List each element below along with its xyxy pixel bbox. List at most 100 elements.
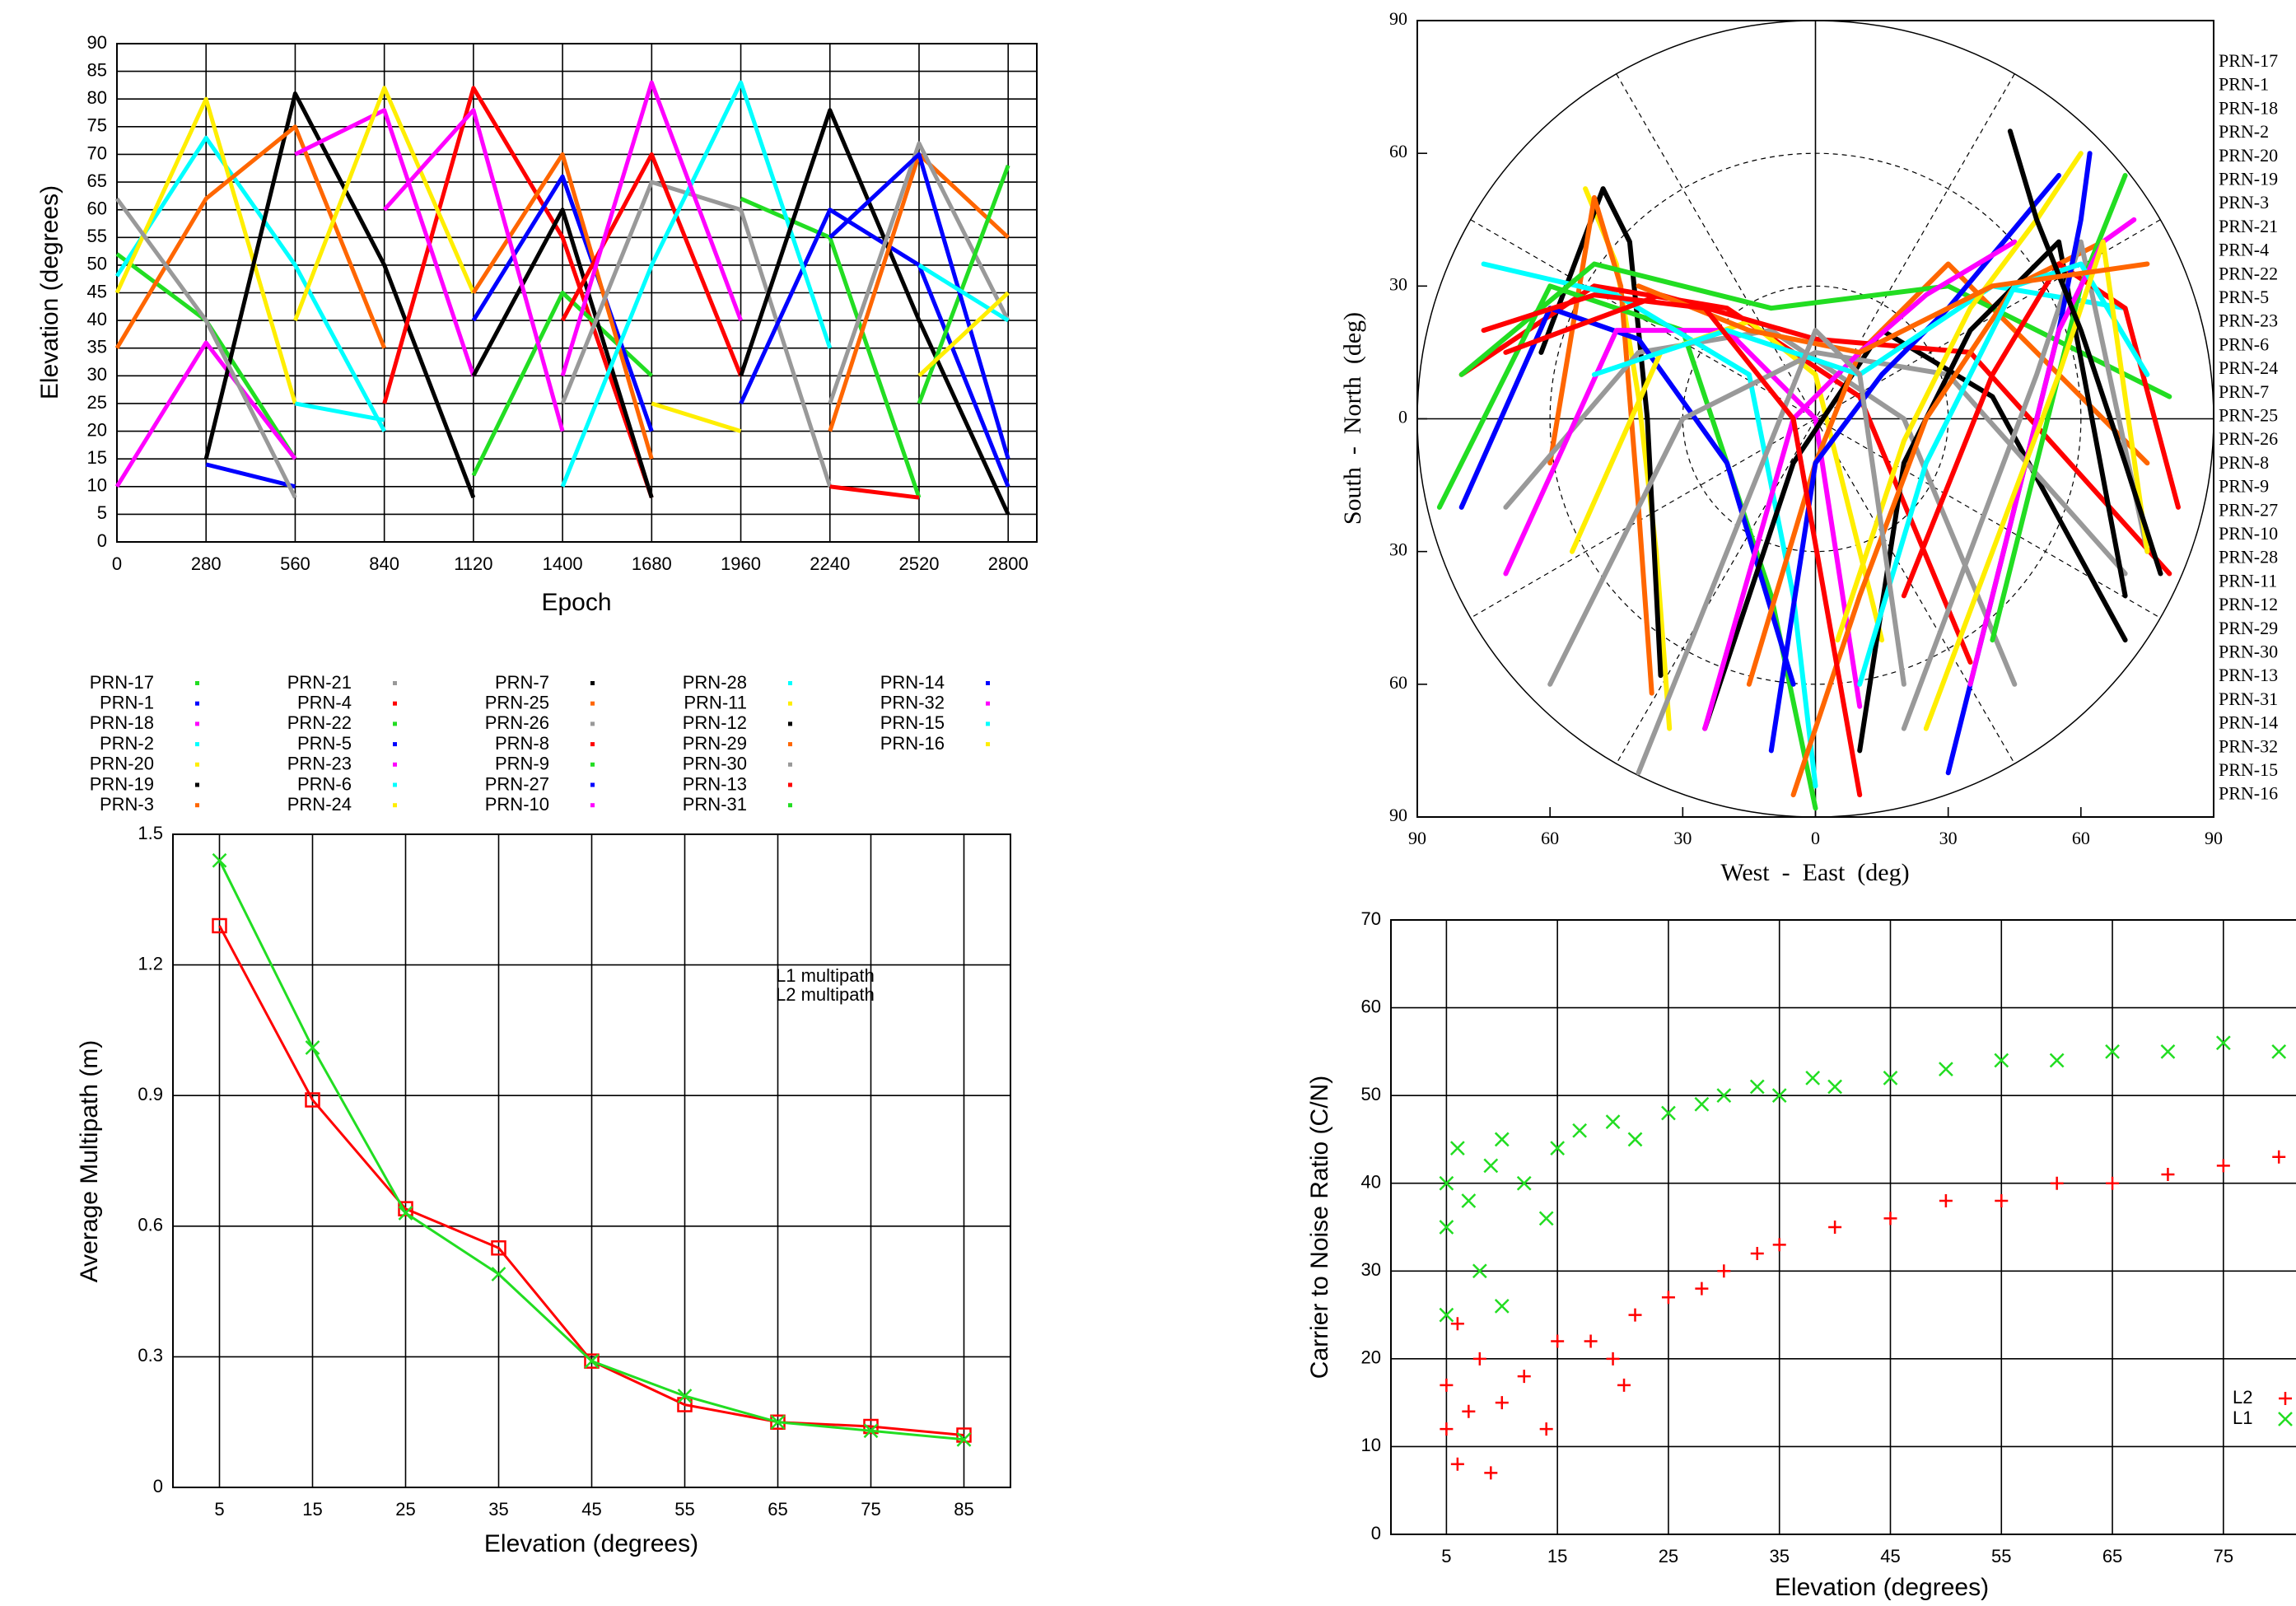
series-line bbox=[294, 401, 385, 423]
y-tick-label: 30 bbox=[1361, 1259, 1381, 1280]
satellite-track bbox=[1538, 186, 1664, 679]
point bbox=[1617, 1378, 1631, 1392]
y-tick-label: 60 bbox=[1361, 996, 1381, 1016]
y-tick-label: 25 bbox=[87, 392, 107, 413]
y-tick-label: 20 bbox=[1361, 1347, 1381, 1368]
y-tick-label: 0 bbox=[97, 530, 107, 551]
legend-marker bbox=[788, 701, 792, 706]
point bbox=[2106, 1176, 2120, 1190]
point bbox=[1517, 1370, 1531, 1384]
point bbox=[1472, 1263, 1487, 1279]
series-line bbox=[471, 152, 654, 460]
legend-marker bbox=[393, 762, 397, 767]
series-line bbox=[114, 135, 386, 432]
x-tick-label: 75 bbox=[2214, 1546, 2233, 1566]
y-tick-label: 55 bbox=[87, 226, 107, 246]
legend-label: PRN-8 bbox=[2219, 452, 2269, 473]
legend-label: PRN-18 bbox=[2219, 97, 2278, 118]
x-axis-label: Elevation (degrees) bbox=[1775, 1574, 1989, 1601]
point bbox=[1440, 1378, 1454, 1392]
legend-marker bbox=[393, 782, 397, 787]
satellite-track bbox=[1570, 319, 1885, 643]
point-marker bbox=[956, 1431, 972, 1447]
point bbox=[1805, 1070, 1821, 1085]
legend-marker bbox=[788, 721, 792, 726]
legend-label: PRN-22 bbox=[287, 712, 352, 733]
x-tick-label: 1400 bbox=[543, 553, 583, 574]
legend-label: PRN-14 bbox=[2219, 712, 2278, 733]
legend-label: PRN-29 bbox=[2219, 618, 2278, 638]
satellite-track bbox=[1967, 217, 2137, 687]
legend-label: PRN-25 bbox=[485, 693, 549, 713]
x-axis-label: West - East (deg) bbox=[1720, 859, 1909, 886]
legend-marker bbox=[195, 701, 199, 706]
legend-marker bbox=[393, 803, 397, 808]
series-line bbox=[114, 96, 297, 404]
plot-frame bbox=[172, 833, 1011, 1488]
y-tick-label: 60 bbox=[1389, 672, 1407, 693]
point-marker bbox=[770, 1414, 786, 1430]
legend-label: PRN-5 bbox=[2219, 287, 2269, 307]
point bbox=[1484, 1466, 1498, 1480]
point bbox=[1606, 1352, 1620, 1366]
legend-label: PRN-27 bbox=[2219, 499, 2278, 520]
satellite-track bbox=[2007, 128, 2163, 577]
legend-label: L1 multipath bbox=[776, 965, 875, 986]
series-line bbox=[828, 141, 1010, 404]
legend-label: PRN-32 bbox=[2219, 735, 2278, 756]
point bbox=[2049, 1053, 2065, 1068]
y-tick-label: 40 bbox=[1361, 1172, 1381, 1193]
point-marker bbox=[584, 1353, 600, 1369]
point bbox=[1883, 1070, 1898, 1085]
legend-label: PRN-9 bbox=[2219, 476, 2269, 497]
legend-label: PRN-1 bbox=[2219, 74, 2269, 95]
y-tick-label: 65 bbox=[87, 170, 107, 191]
satellite-track bbox=[1901, 261, 2181, 599]
series-line bbox=[917, 263, 1010, 323]
legend-label: PRN-20 bbox=[2219, 145, 2278, 166]
legend-label: PRN-21 bbox=[287, 672, 352, 693]
legend-label: PRN-10 bbox=[485, 794, 549, 815]
point bbox=[1516, 1175, 1532, 1191]
y-tick-label: 85 bbox=[87, 59, 107, 80]
point bbox=[1472, 1352, 1486, 1366]
legend-label: L2 multipath bbox=[776, 984, 875, 1005]
legend-label: PRN-3 bbox=[100, 794, 154, 815]
x-tick-label: 2520 bbox=[899, 553, 940, 574]
legend-marker bbox=[393, 681, 397, 685]
point bbox=[1661, 1291, 1675, 1305]
legend-label: PRN-2 bbox=[2219, 121, 2269, 142]
legend-label: L1 bbox=[2233, 1408, 2252, 1428]
y-tick-label: 0.3 bbox=[138, 1345, 163, 1366]
point bbox=[1883, 1212, 1897, 1226]
legend-marker bbox=[195, 742, 199, 747]
legend-label: PRN-30 bbox=[683, 754, 747, 774]
point bbox=[1449, 1141, 1465, 1155]
point bbox=[1584, 1334, 1598, 1348]
y-tick-label: 75 bbox=[87, 115, 107, 136]
point bbox=[1483, 1158, 1499, 1174]
legend-label: PRN-31 bbox=[683, 794, 747, 815]
satellite-track bbox=[1835, 151, 2084, 643]
legend-label: PRN-24 bbox=[2219, 357, 2278, 378]
point bbox=[1717, 1264, 1731, 1278]
series-line bbox=[114, 197, 297, 499]
point bbox=[2272, 1150, 2286, 1164]
x-tick-label: 75 bbox=[861, 1499, 880, 1520]
point bbox=[1494, 1132, 1510, 1147]
legend-label: PRN-7 bbox=[2219, 381, 2269, 402]
azimuth-line bbox=[1616, 73, 2015, 764]
y-tick-label: 30 bbox=[1389, 273, 1407, 294]
point bbox=[1440, 1422, 1454, 1436]
y-tick-label: 90 bbox=[1389, 805, 1407, 825]
x-axis-label: Epoch bbox=[541, 589, 611, 616]
x-tick-label: 35 bbox=[488, 1499, 508, 1520]
legend-label: PRN-4 bbox=[297, 693, 352, 713]
legend-marker bbox=[788, 681, 792, 685]
point bbox=[1661, 1105, 1676, 1121]
legend-marker bbox=[986, 681, 990, 685]
point-marker bbox=[398, 1206, 413, 1221]
x-tick-label: 25 bbox=[1659, 1546, 1678, 1566]
